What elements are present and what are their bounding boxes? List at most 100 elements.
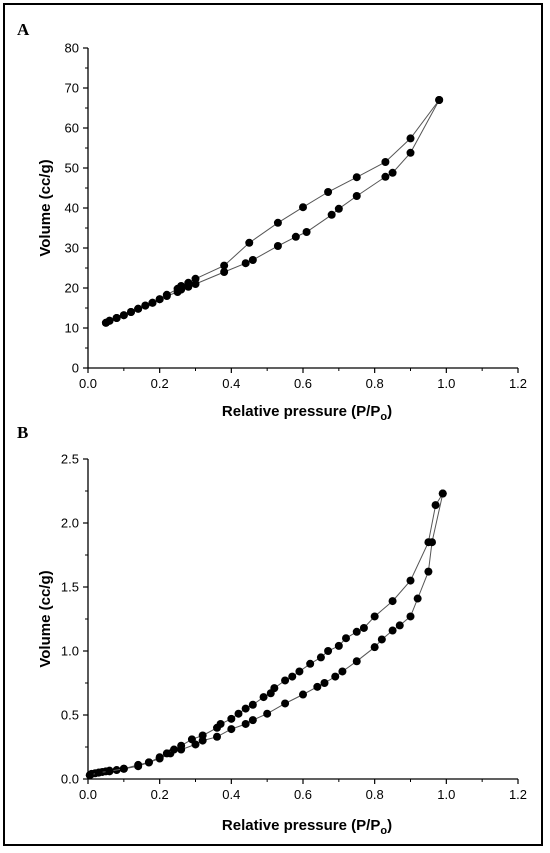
x-tick-label: 1.0 <box>437 376 455 391</box>
adsorption-line <box>89 493 444 776</box>
data-point <box>184 278 193 287</box>
data-point <box>155 753 164 762</box>
x-tick-label: 1.2 <box>509 376 527 391</box>
data-point <box>291 232 300 241</box>
data-point <box>173 284 182 293</box>
data-point <box>281 676 290 685</box>
y-tick-label: 50 <box>65 161 79 176</box>
y-tick-label: 0.0 <box>61 772 79 787</box>
data-point <box>316 653 325 662</box>
data-point <box>134 760 143 769</box>
x-tick-label: 0.8 <box>366 376 384 391</box>
data-point <box>406 612 415 621</box>
data-point <box>162 290 171 299</box>
x-tick-label: 1.2 <box>509 787 527 802</box>
x-tick-label: 0.6 <box>294 787 312 802</box>
data-point <box>342 634 350 643</box>
data-point <box>105 767 114 776</box>
data-point <box>377 635 386 644</box>
data-point <box>406 134 415 143</box>
data-point <box>112 314 121 322</box>
data-point <box>370 612 379 621</box>
panel-letter: A <box>17 20 30 39</box>
y-tick-label: 60 <box>65 121 79 136</box>
y-tick-label: 20 <box>65 281 79 296</box>
data-point <box>198 731 207 740</box>
data-point <box>281 699 290 708</box>
data-point <box>227 725 236 734</box>
data-point <box>263 709 272 718</box>
data-point <box>234 709 243 718</box>
data-point <box>241 704 250 713</box>
y-tick-label: 0 <box>72 361 79 376</box>
data-point <box>352 173 361 182</box>
data-point <box>266 689 275 698</box>
x-tick-label: 1.0 <box>437 787 455 802</box>
desorption-line <box>89 493 444 776</box>
data-point <box>127 308 135 316</box>
x-tick-label: 0.0 <box>79 376 97 391</box>
data-point <box>431 501 440 510</box>
x-axis-title: Relative pressure (P/Po) <box>222 817 392 837</box>
data-point <box>299 203 307 212</box>
y-tick-label: 80 <box>65 41 79 56</box>
data-point <box>320 679 329 687</box>
figure-frame <box>3 3 543 846</box>
data-point <box>245 238 254 247</box>
data-point <box>424 538 433 547</box>
data-point <box>213 732 221 741</box>
data-point <box>334 641 343 650</box>
desorption-line <box>105 99 440 324</box>
chart-panel-a: A 0.0 0.2 0.4 0.6 0.8 1.0 1.2 0 10 20 30 40 50 60 70 80 R… <box>17 20 527 423</box>
data-point <box>220 261 229 270</box>
data-point <box>134 304 143 313</box>
y-tick-label: 30 <box>65 241 79 256</box>
data-point <box>334 204 343 213</box>
y-tick-label: 2.5 <box>61 452 79 467</box>
x-axis-title: Relative pressure (P/Po) <box>222 403 392 423</box>
x-tick-label: 0.8 <box>366 787 384 802</box>
data-point <box>220 268 229 276</box>
data-point <box>241 719 250 728</box>
data-point <box>248 256 257 264</box>
x-tick-label: 0.4 <box>222 376 240 391</box>
y-tick-label: 0.5 <box>61 708 79 723</box>
data-point <box>162 749 171 758</box>
data-point <box>352 192 361 200</box>
data-point <box>191 274 200 283</box>
data-point <box>248 700 257 709</box>
y-tick-label: 1.0 <box>61 644 79 659</box>
data-point <box>406 576 415 585</box>
y-tick-label: 1.5 <box>61 580 79 595</box>
data-point <box>381 172 390 181</box>
data-point <box>94 768 103 777</box>
data-point <box>177 741 186 750</box>
y-axis-title: Volume (cc/g) <box>37 570 54 667</box>
x-tick-label: 0.2 <box>151 787 169 802</box>
data-point <box>273 218 282 227</box>
data-point <box>85 771 94 780</box>
panel-letter: B <box>17 423 28 442</box>
data-point <box>155 295 164 304</box>
data-point <box>381 158 390 166</box>
y-tick-label: 70 <box>65 81 79 96</box>
data-point <box>259 693 268 702</box>
data-point <box>438 489 447 498</box>
data-point <box>101 318 110 327</box>
data-point <box>424 567 433 576</box>
y-tick-label: 2.0 <box>61 516 79 531</box>
data-point <box>413 594 422 603</box>
y-tick-label: 40 <box>65 201 79 216</box>
data-point <box>295 667 304 676</box>
data-point <box>388 597 397 606</box>
y-axis-title: Volume (cc/g) <box>37 159 54 256</box>
data-point <box>324 188 333 196</box>
data-point <box>370 643 379 652</box>
data-point <box>119 311 128 320</box>
data-point <box>302 228 311 236</box>
data-point <box>187 735 196 744</box>
data-point <box>241 259 250 268</box>
data-point <box>144 758 153 767</box>
y-tick-label: 10 <box>65 321 79 336</box>
